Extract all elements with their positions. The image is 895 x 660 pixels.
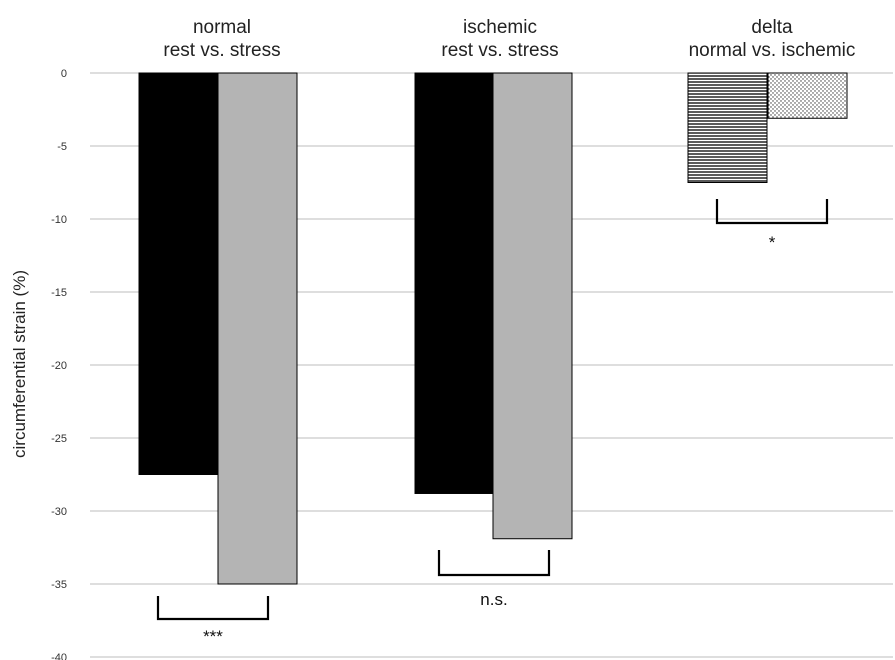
- y-tick-label: -15: [51, 287, 67, 299]
- y-tick-label: -10: [51, 214, 67, 226]
- bar-black: [414, 72, 495, 494]
- significance-label: ***: [203, 627, 223, 646]
- group-title-ischemic: ischemic rest vs. stress: [380, 16, 620, 62]
- group-title-line2: normal vs. ischemic: [688, 40, 856, 61]
- y-tick-labels: 0 -5 -10 -15 -20 -25 -30 -35 -40: [51, 68, 67, 660]
- bars: [138, 72, 848, 585]
- group-title-line2: rest vs. stress: [441, 40, 559, 61]
- bar-gray: [492, 72, 573, 540]
- y-tick-label: 0: [61, 68, 67, 80]
- y-tick-label: -40: [51, 652, 67, 660]
- bar-dots: [767, 72, 848, 119]
- group-title-delta: delta normal vs. ischemic: [652, 16, 892, 62]
- significance-label: n.s.: [480, 590, 507, 609]
- group-title-normal: normal rest vs. stress: [102, 16, 342, 62]
- significance-bracket: [715, 199, 829, 225]
- group-title-line1: delta: [751, 17, 793, 38]
- group-title-line1: ischemic: [463, 17, 537, 38]
- bar-black: [138, 72, 219, 475]
- y-tick-label: -25: [51, 433, 67, 445]
- significance-brackets: *** n.s. *: [156, 199, 829, 646]
- significance-bracket: [437, 550, 551, 577]
- significance-bracket: [156, 596, 270, 621]
- y-tick-label: -5: [57, 141, 67, 153]
- y-tick-label: -35: [51, 579, 67, 591]
- group-title-line1: normal: [192, 17, 252, 38]
- y-tick-label: -30: [51, 506, 67, 518]
- significance-label: *: [769, 233, 776, 252]
- bar-gray: [217, 72, 298, 585]
- group-title-line2: rest vs. stress: [163, 40, 281, 61]
- y-tick-label: -20: [51, 360, 67, 372]
- bar-horizontal-stripes: [687, 72, 768, 183]
